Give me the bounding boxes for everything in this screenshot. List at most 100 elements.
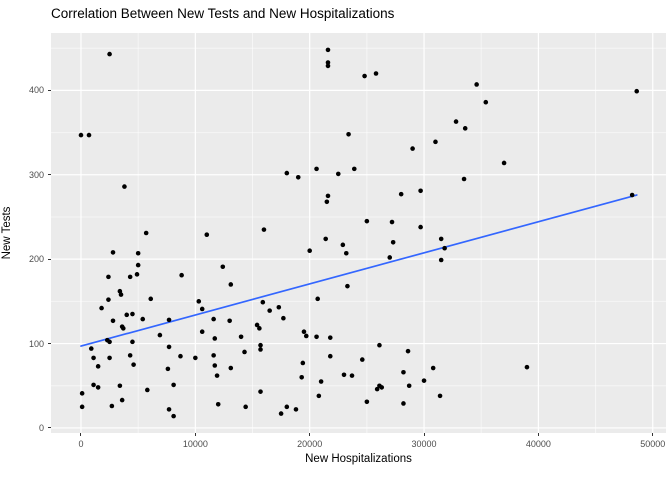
data-point — [323, 236, 328, 242]
data-point — [106, 274, 111, 280]
x-tick-mark — [652, 433, 654, 436]
y-tick-mark — [48, 89, 51, 91]
data-point — [410, 146, 415, 151]
y-tick-mark — [48, 174, 51, 176]
data-point — [238, 334, 244, 340]
data-point — [327, 335, 333, 340]
data-point — [121, 326, 126, 331]
data-point — [166, 344, 172, 350]
data-point — [278, 411, 284, 416]
data-point — [140, 316, 146, 322]
y-tick-label: 200 — [28, 254, 44, 265]
data-point — [257, 326, 262, 331]
data-point — [301, 329, 307, 335]
data-point — [227, 318, 232, 324]
data-point — [228, 282, 234, 287]
data-point — [196, 299, 202, 304]
y-tick-mark — [48, 343, 51, 345]
x-tick-mark — [194, 433, 196, 436]
plot-canvas — [51, 33, 666, 433]
plot-panel — [51, 33, 666, 433]
data-point — [106, 297, 111, 302]
data-point — [204, 232, 210, 237]
x-tick-label: 40000 — [525, 439, 551, 449]
data-point — [418, 188, 423, 194]
data-point — [199, 329, 205, 335]
y-tick-label: 400 — [28, 85, 44, 96]
y-tick-label: 0 — [38, 422, 44, 433]
data-point — [634, 88, 640, 94]
x-tick-label: 0 — [78, 439, 84, 449]
data-point — [461, 176, 467, 182]
data-point — [131, 362, 136, 367]
data-point — [95, 385, 101, 390]
data-point — [260, 299, 266, 305]
data-point — [254, 322, 260, 328]
data-point — [314, 166, 319, 172]
y-axis-title: New Tests — [1, 206, 13, 260]
data-point — [438, 236, 444, 242]
data-point — [284, 404, 290, 410]
data-point — [118, 292, 124, 297]
data-point — [327, 353, 333, 359]
data-point — [86, 132, 92, 138]
data-point — [377, 342, 382, 348]
data-point — [171, 413, 176, 419]
data-point — [166, 407, 172, 412]
data-point — [387, 255, 393, 260]
data-point — [341, 372, 347, 378]
data-point — [258, 389, 263, 394]
data-point — [433, 139, 438, 145]
data-point — [165, 366, 171, 372]
data-point — [349, 373, 355, 378]
data-point — [157, 332, 163, 338]
data-point — [258, 342, 263, 348]
x-axis-title: New Hospitalizations — [305, 453, 412, 465]
data-point — [325, 60, 331, 65]
data-point — [211, 316, 216, 322]
data-point — [107, 355, 112, 361]
x-tick-label: 10000 — [182, 439, 208, 449]
data-point — [79, 404, 85, 410]
data-point — [398, 191, 404, 197]
chart-title: Correlation Between New Tests and New Ho… — [51, 6, 395, 21]
data-point — [166, 317, 172, 323]
x-tick-label: 30000 — [411, 439, 437, 449]
data-point — [258, 347, 263, 352]
data-point — [228, 365, 234, 371]
x-tick-mark — [537, 433, 539, 436]
data-point — [351, 166, 357, 172]
data-point — [345, 283, 350, 289]
data-point — [145, 387, 150, 393]
data-point — [405, 348, 411, 354]
data-point — [130, 311, 135, 317]
data-point — [325, 193, 331, 199]
data-point — [389, 219, 395, 225]
x-tick-label: 20000 — [297, 439, 323, 449]
data-point — [178, 353, 183, 359]
data-point — [362, 73, 367, 79]
data-point — [95, 364, 101, 369]
data-point — [130, 339, 135, 345]
data-point — [524, 364, 530, 370]
data-point — [418, 224, 423, 230]
data-point — [390, 239, 396, 245]
data-point — [335, 171, 341, 177]
data-point — [243, 404, 248, 410]
data-point — [78, 132, 84, 138]
data-point — [325, 47, 331, 53]
data-point — [124, 312, 130, 318]
data-point — [406, 383, 412, 389]
data-point — [379, 385, 385, 390]
regression-line — [80, 194, 638, 347]
data-point — [359, 357, 365, 362]
data-point — [281, 315, 286, 321]
data-point — [307, 248, 312, 254]
data-point — [276, 304, 282, 310]
data-point — [401, 401, 406, 406]
data-point — [214, 373, 220, 378]
data-point — [99, 305, 104, 311]
data-point — [315, 296, 320, 302]
data-point — [193, 355, 198, 361]
